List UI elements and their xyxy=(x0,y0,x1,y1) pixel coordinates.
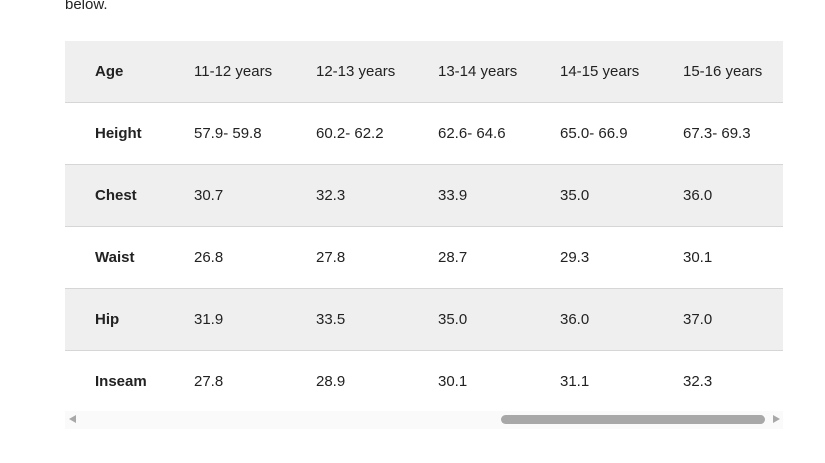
table-cell: 65.0- 66.9 xyxy=(560,125,628,142)
table-cell: 31.1 xyxy=(560,373,590,390)
row-label: Age xyxy=(95,63,124,80)
table-cell: 15-16 years xyxy=(683,63,763,80)
table-cell: 29.3 xyxy=(560,249,590,266)
table-row: Inseam 27.8 28.9 30.1 31.1 32.3 xyxy=(65,351,783,413)
row-label: Waist xyxy=(95,249,135,266)
table-cell: 13-14 years xyxy=(438,63,518,80)
table-cell: 31.9 xyxy=(194,311,224,328)
table-cell: 37.0 xyxy=(683,311,713,328)
table-cell: 36.0 xyxy=(683,187,713,204)
table-cell: 60.2- 62.2 xyxy=(316,125,384,142)
scroll-arrows xyxy=(69,415,780,423)
table-cell: 27.8 xyxy=(194,373,224,390)
size-table: Age 11-12 years 12-13 years 13-14 years 14-1… xyxy=(65,41,783,413)
table-cell: 30.1 xyxy=(438,373,468,390)
scroll-right[interactable] xyxy=(773,415,780,423)
table-cell: 67.3- 69.3 xyxy=(683,125,751,142)
table-cell: 28.7 xyxy=(438,249,468,266)
table-row: Hip 31.9 33.5 35.0 36.0 37.0 xyxy=(65,289,783,351)
table-row: Waist 26.8 27.8 28.7 29.3 30.1 xyxy=(65,227,783,289)
table-row: Chest 30.7 32.3 33.9 35.0 36.0 xyxy=(65,165,783,227)
horizontal-scrollbar[interactable] xyxy=(65,411,783,429)
scroll-thumb[interactable] xyxy=(501,415,765,424)
row-label: Chest xyxy=(95,187,137,204)
table-row: Height 57.9- 59.8 60.2- 62.2 62.6- 64.6 65.0… xyxy=(65,103,783,165)
table-row: Age 11-12 years 12-13 years 13-14 years 14-1… xyxy=(65,41,783,103)
table-cell: 35.0 xyxy=(560,187,590,204)
table-cell: 30.7 xyxy=(194,187,224,204)
table-cell: 28.9 xyxy=(316,373,346,390)
intro-text: below. xyxy=(65,0,108,13)
table-cell: 57.9- 59.8 xyxy=(194,125,262,142)
table-cell: 14-15 years xyxy=(560,63,640,80)
row-label: Hip xyxy=(95,311,120,328)
table-cell: 30.1 xyxy=(683,249,713,266)
table-cell: 12-13 years xyxy=(316,63,396,80)
table-cell: 32.3 xyxy=(683,373,713,390)
table-cell: 27.8 xyxy=(316,249,346,266)
table-cell: 62.6- 64.6 xyxy=(438,125,506,142)
row-label: Height xyxy=(95,125,142,142)
table-cell: 32.3 xyxy=(316,187,346,204)
table-cell: 33.5 xyxy=(316,311,346,328)
scroll-left[interactable] xyxy=(69,415,76,423)
table-cell: 11-12 years xyxy=(194,63,273,80)
row-label: Inseam xyxy=(95,373,147,390)
table-cell: 26.8 xyxy=(194,249,224,266)
table-cell: 36.0 xyxy=(560,311,590,328)
table-cell: 33.9 xyxy=(438,187,468,204)
table-cell: 35.0 xyxy=(438,311,468,328)
